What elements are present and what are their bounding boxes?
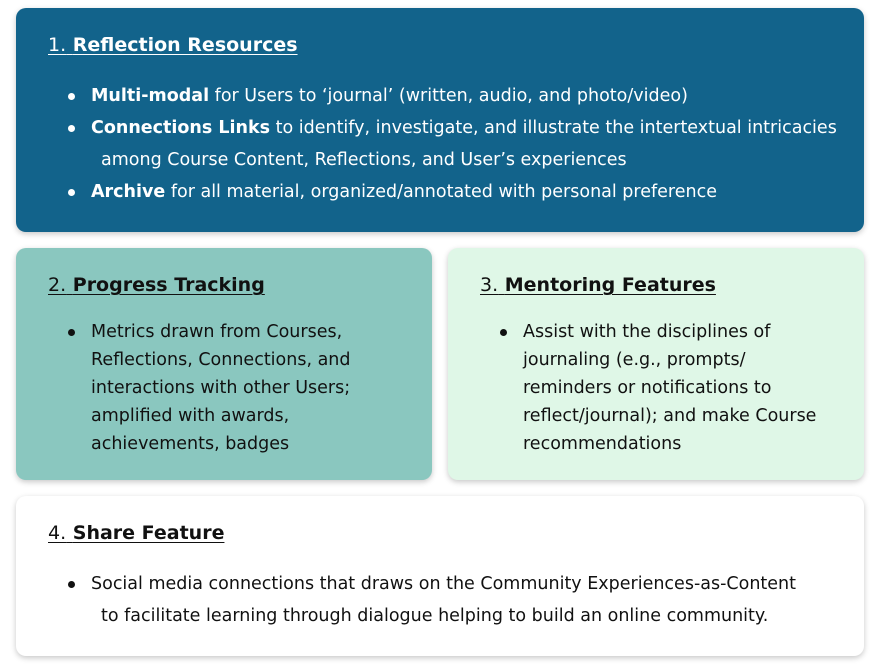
- list-item-text: to identify, investigate, and illustrate…: [270, 118, 837, 138]
- reflection-resources-card: 1. Reflection Resources Multi-modal for …: [16, 8, 864, 232]
- list-item-text: for Users to ‘journal’ (written, audio, …: [209, 86, 688, 106]
- list-item-bold: Multi-modal: [91, 86, 210, 106]
- reflection-resources-heading: 1. Reflection Resources: [48, 34, 298, 56]
- mentoring-features-card: 3. Mentoring Features Assist with the di…: [448, 248, 864, 480]
- list-item-continuation: among Course Content, Reflections, and U…: [101, 150, 627, 170]
- progress-tracking-list: Metrics drawn from Courses, Reflections,…: [68, 318, 368, 458]
- list-item: Archive for all material, organized/anno…: [68, 176, 838, 208]
- list-item: Multi-modal for Users to ‘journal’ (writ…: [68, 80, 838, 112]
- list-item-text: Social media connections that draws on t…: [91, 574, 797, 594]
- mentoring-features-list: Assist with the disciplines of journalin…: [500, 318, 820, 458]
- list-item: Metrics drawn from Courses, Reflections,…: [68, 318, 368, 458]
- list-item-text: for all material, organized/annotated wi…: [165, 182, 717, 202]
- progress-tracking-card: 2. Progress Tracking Metrics drawn from …: [16, 248, 432, 480]
- list-item-bold: Connections Links: [91, 118, 271, 138]
- list-item: Connections Links to identify, investiga…: [68, 112, 838, 176]
- share-feature-list: Social media connections that draws on t…: [68, 568, 838, 632]
- progress-tracking-heading: 2. Progress Tracking: [48, 274, 265, 296]
- reflection-resources-list: Multi-modal for Users to ‘journal’ (writ…: [68, 80, 838, 208]
- list-item: Assist with the disciplines of journalin…: [500, 318, 820, 458]
- mentoring-features-heading: 3. Mentoring Features: [480, 274, 716, 296]
- share-feature-card: 4. Share Feature Social media connection…: [16, 496, 864, 656]
- list-item: Social media connections that draws on t…: [68, 568, 838, 632]
- list-item-continuation: to facilitate learning through dialogue …: [101, 606, 769, 626]
- share-feature-heading: 4. Share Feature: [48, 522, 225, 544]
- list-item-bold: Archive: [91, 182, 166, 202]
